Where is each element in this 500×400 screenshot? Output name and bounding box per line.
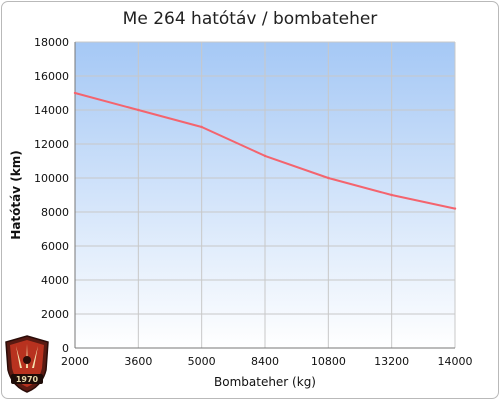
data-point: [453, 207, 457, 210]
x-tick-label: 10800: [311, 355, 346, 368]
data-point: [327, 176, 330, 180]
y-tick-label: 12000: [34, 138, 69, 151]
x-tick-label: 3600: [124, 355, 152, 368]
y-tick-label: 4000: [41, 274, 69, 287]
y-axis-label: Hatótáv (km): [9, 150, 23, 239]
data-point: [200, 125, 203, 129]
y-tick-label: 0: [62, 342, 69, 355]
y-tick-label: 18000: [34, 36, 69, 49]
y-tick-label: 2000: [41, 308, 69, 321]
y-tick-labels: 0 2000 4000 6000 8000 10000 12000 14000 16000 180…: [34, 36, 69, 355]
series-layer: [73, 91, 457, 210]
data-point: [137, 108, 140, 112]
logo-text: 1970: [16, 375, 39, 384]
data-point: [390, 193, 393, 197]
y-tick-label: 8000: [41, 206, 69, 219]
x-tick-labels: 2000 3600 5000 8400 10800 13200 14000: [61, 355, 473, 368]
data-point: [263, 154, 267, 158]
y-tick-label: 6000: [41, 240, 69, 253]
x-axis-label: Bombateher (kg): [214, 375, 316, 389]
data-point: [73, 91, 77, 95]
y-tick-label: 16000: [34, 70, 69, 83]
x-tick-label: 13200: [374, 355, 409, 368]
x-tick-label: 14000: [438, 355, 473, 368]
x-tick-label: 5000: [188, 355, 216, 368]
y-tick-label: 10000: [34, 172, 69, 185]
x-tick-label: 2000: [61, 355, 89, 368]
y-tick-label: 14000: [34, 104, 69, 117]
chart-title: Me 264 hatótáv / bombateher: [122, 9, 378, 29]
shield-emblem-icon: 1970: [5, 335, 49, 393]
x-tick-label: 8400: [251, 355, 279, 368]
